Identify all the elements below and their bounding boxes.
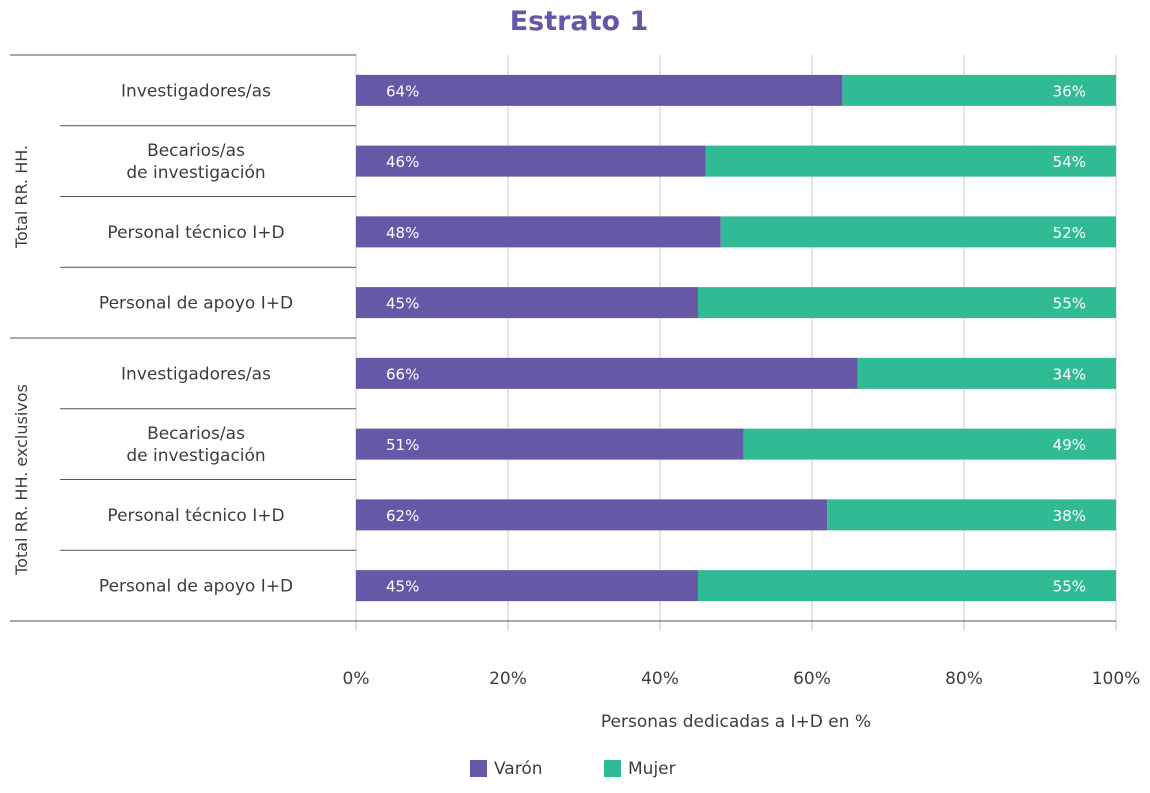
bar-segment-mujer (842, 74, 1116, 106)
x-axis-ticks: 0% 20% 40% 60% 80% 100% (343, 669, 1141, 689)
category-label: Personal técnico I+D (107, 223, 284, 243)
bar-segment-varon (356, 570, 698, 602)
chart-title: Estrato 1 (510, 6, 649, 37)
bar-segment-varon (356, 74, 843, 106)
data-label: 62% (386, 507, 419, 525)
data-label: 49% (1053, 436, 1086, 454)
bar-segment-mujer (698, 287, 1116, 319)
bar-segment-varon (356, 216, 721, 248)
x-tick-label: 40% (641, 669, 679, 689)
x-tick-label: 80% (945, 669, 983, 689)
data-label: 45% (386, 295, 419, 313)
category-label: de investigación (126, 163, 265, 183)
legend-swatch (470, 760, 487, 777)
bar-segment-varon (356, 357, 858, 389)
category-label: Personal técnico I+D (107, 506, 284, 526)
bar-segment-varon (356, 428, 744, 460)
bar-segment-mujer (743, 428, 1116, 460)
data-label: 54% (1053, 153, 1086, 171)
data-label: 45% (386, 578, 419, 596)
data-label: 38% (1053, 507, 1086, 525)
category-label: Investigadores/as (121, 81, 271, 101)
legend-label: Mujer (628, 759, 676, 779)
data-label: 51% (386, 436, 419, 454)
data-label: 55% (1053, 295, 1086, 313)
x-tick-label: 20% (489, 669, 527, 689)
x-axis-title: Personas dedicadas a I+D en % (601, 712, 871, 732)
data-label: 52% (1053, 224, 1086, 242)
category-label: Investigadores/as (121, 364, 271, 384)
group-labels: Total RR. HH. Total RR. HH. exclusivos (12, 145, 31, 576)
group-label: Total RR. HH. (12, 145, 31, 249)
bar-segment-mujer (720, 216, 1116, 248)
category-label: Personal de apoyo I+D (99, 294, 293, 314)
data-label: 66% (386, 365, 419, 383)
bar-segment-varon (356, 145, 706, 177)
category-label: de investigación (126, 446, 265, 466)
x-tick-label: 60% (793, 669, 831, 689)
x-tick-label: 0% (343, 669, 370, 689)
bar-segment-mujer (827, 499, 1116, 531)
legend: Varón Mujer (470, 759, 676, 779)
legend-swatch (604, 760, 621, 777)
category-label: Becarios/as (147, 424, 245, 444)
category-label: Becarios/as (147, 141, 245, 161)
bar-segment-mujer (698, 570, 1116, 602)
bar-segment-varon (356, 287, 698, 319)
data-label: 48% (386, 224, 419, 242)
bar-segment-mujer (857, 357, 1116, 389)
row-separators (10, 54, 1116, 622)
group-label: Total RR. HH. exclusivos (12, 384, 31, 576)
x-tick-label: 100% (1092, 669, 1141, 689)
bar-segment-varon (356, 499, 828, 531)
bars: 64% 36% 46% 54% 48% 52% 45% 55% 66% 34% 51% 49% 62% 3… (356, 74, 1116, 602)
data-label: 36% (1053, 82, 1086, 100)
grid-lines (355, 55, 1117, 631)
category-label: Personal de apoyo I+D (99, 577, 293, 597)
data-label: 64% (386, 82, 419, 100)
data-label: 34% (1053, 365, 1086, 383)
data-label: 55% (1053, 578, 1086, 596)
data-label: 46% (386, 153, 419, 171)
bar-segment-mujer (705, 145, 1116, 177)
legend-label: Varón (494, 759, 543, 779)
